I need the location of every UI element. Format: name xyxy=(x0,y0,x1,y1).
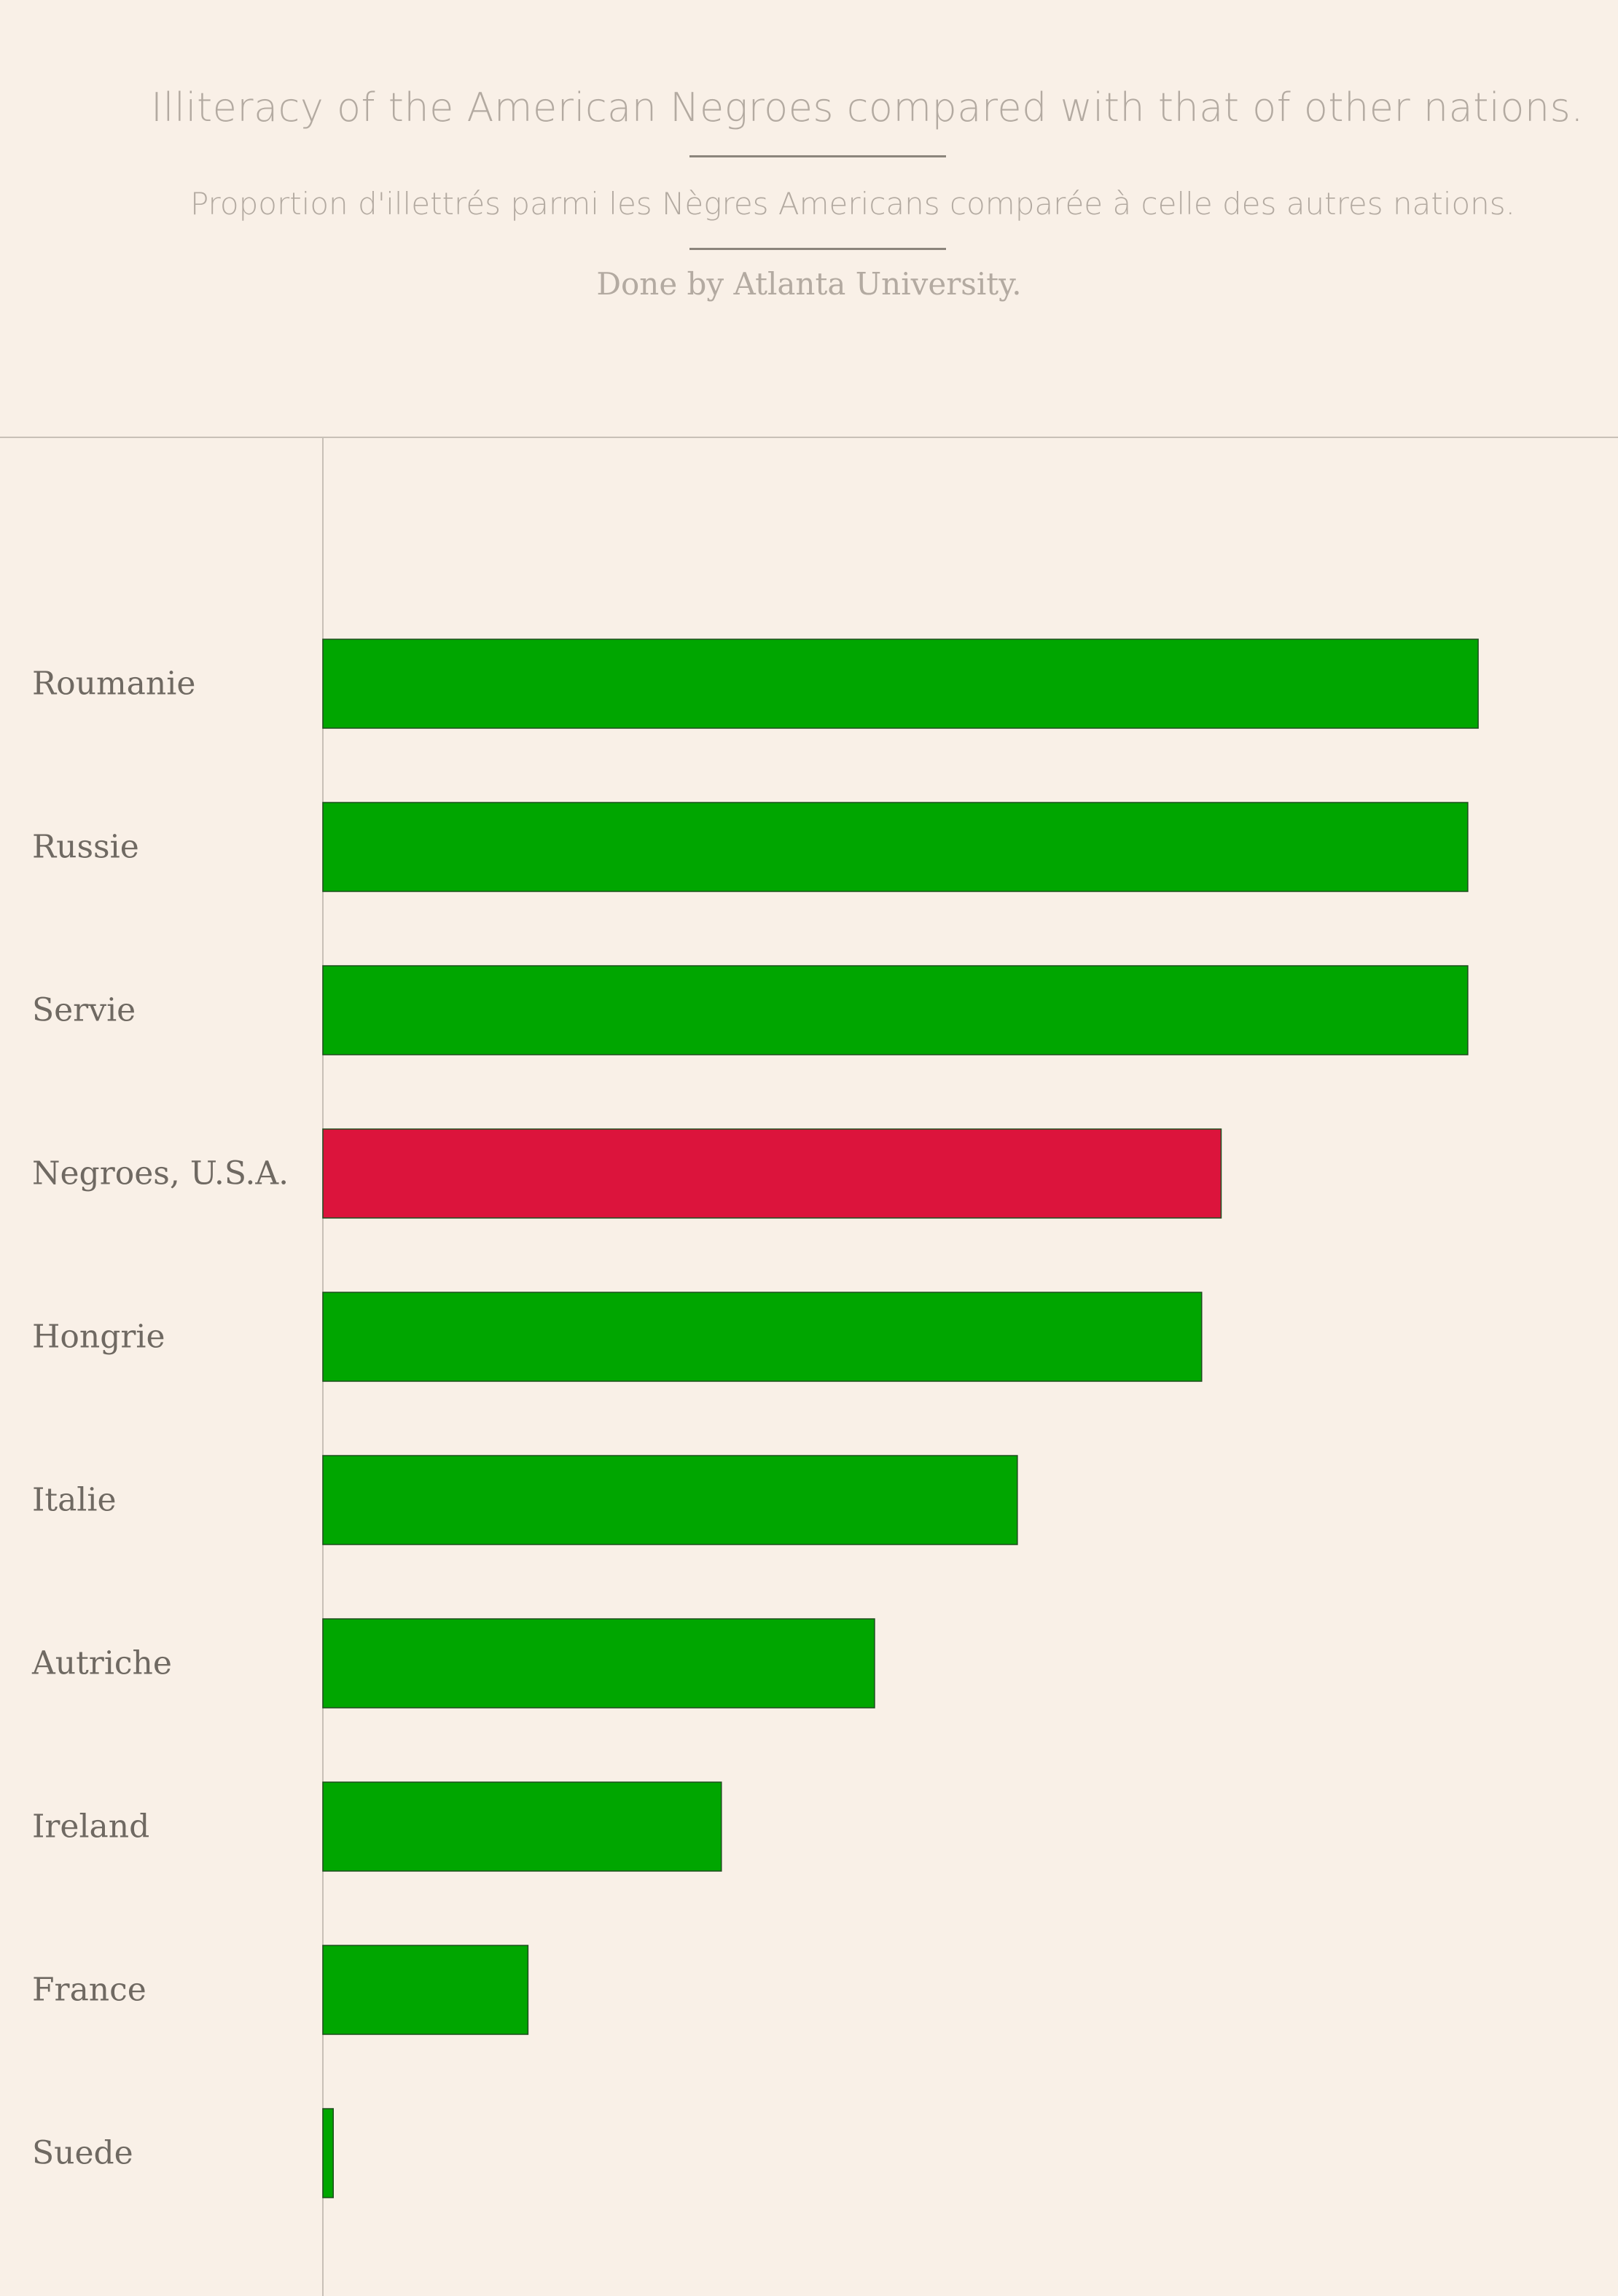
bars-group xyxy=(322,639,1479,2198)
bar-servie xyxy=(322,965,1469,1055)
chart-credit: Done by Atlanta University. xyxy=(596,266,1022,302)
header-divider xyxy=(0,437,1618,438)
chart-title: Illiteracy of the American Negroes compa… xyxy=(151,85,1584,130)
bar-hongrie xyxy=(322,1292,1203,1382)
bar-roumanie xyxy=(322,639,1479,729)
bar-russie xyxy=(322,802,1469,892)
category-label: Roumanie xyxy=(32,665,195,703)
category-label: Suede xyxy=(32,2135,133,2172)
category-labels-group: Roumanie Russie Servie Negroes, U.S.A. Hongr… xyxy=(31,665,289,2172)
title-rule-top xyxy=(689,155,946,157)
category-label: Hongrie xyxy=(32,1319,165,1356)
category-label: France xyxy=(32,1972,146,2009)
category-label: Ireland xyxy=(32,1808,149,1846)
chart-subtitle: Proportion d'illettrés parmi les Nègres … xyxy=(189,186,1516,222)
title-rule-bottom xyxy=(689,248,946,250)
category-label: Russie xyxy=(32,829,139,866)
bar-italie xyxy=(322,1455,1018,1545)
bar-autriche xyxy=(322,1618,875,1709)
bar-france xyxy=(322,1945,529,2035)
bar-suede xyxy=(322,2108,334,2198)
bar-ireland xyxy=(322,1781,722,1872)
category-label: Negroes, U.S.A. xyxy=(32,1155,289,1192)
chart-header: Illiteracy of the American Negroes compa… xyxy=(0,0,1618,437)
category-label: Italie xyxy=(32,1482,116,1519)
category-label: Servie xyxy=(32,992,136,1029)
bar-negroes-u-s-a xyxy=(322,1128,1222,1219)
category-label: Autriche xyxy=(31,1645,172,1682)
